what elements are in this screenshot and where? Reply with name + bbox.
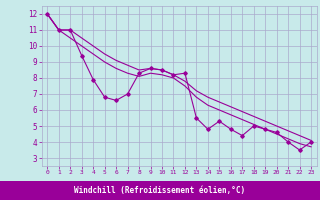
Text: Windchill (Refroidissement éolien,°C): Windchill (Refroidissement éolien,°C) <box>75 186 245 195</box>
Text: Windchill (Refroidissement éolien,°C): Windchill (Refroidissement éolien,°C) <box>75 186 245 196</box>
